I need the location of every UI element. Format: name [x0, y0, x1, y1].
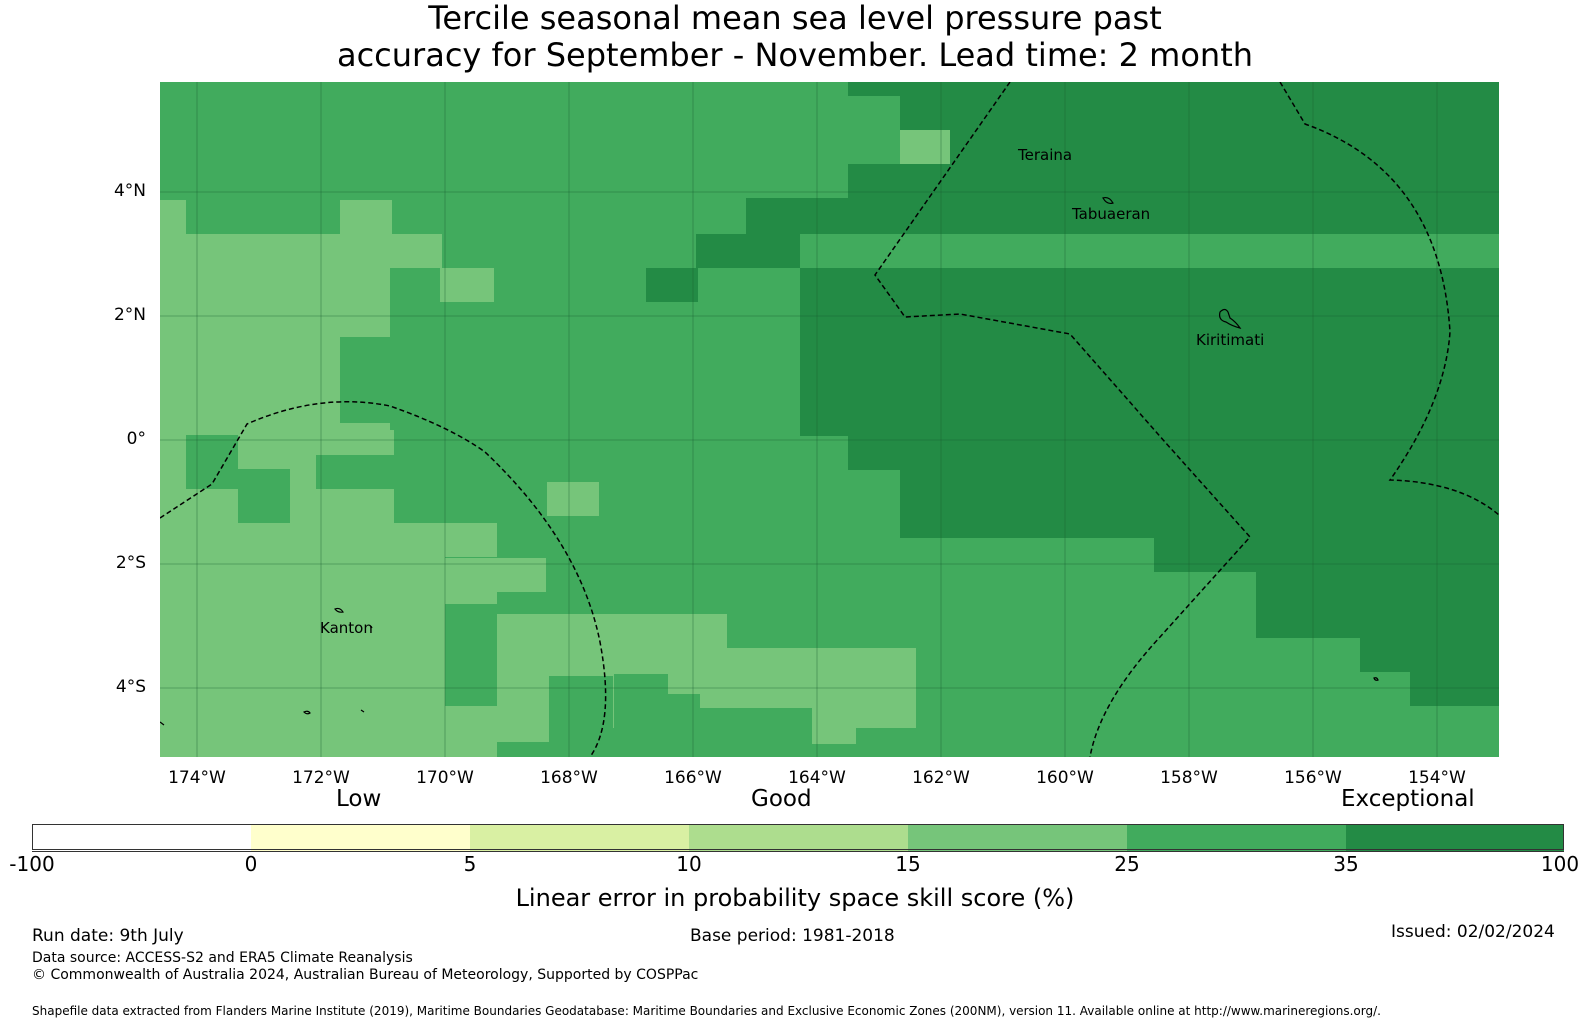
run-date: Run date: 9th July	[32, 926, 184, 946]
legend-category-low: Low	[336, 786, 382, 812]
islands	[160, 196, 1379, 726]
colorbar-segment	[470, 824, 689, 852]
legend-category-good: Good	[751, 786, 812, 812]
place-label-kanton: Kanton	[320, 619, 373, 637]
region-25-35-patches	[186, 234, 902, 757]
colorbar-tick-label: 0	[244, 852, 258, 876]
x-tick-label: 158°W	[1160, 768, 1218, 788]
x-tick-label: 160°W	[1036, 768, 1094, 788]
x-tick-label: 162°W	[912, 768, 970, 788]
place-label-teraina: Teraina	[1018, 146, 1073, 164]
x-tick-label: 172°W	[292, 768, 350, 788]
skill-map	[160, 82, 1499, 757]
base-period: Base period: 1981-2018	[690, 926, 895, 946]
colorbar-segment	[908, 824, 1127, 852]
region-35-100	[646, 82, 1499, 706]
colorbar-frame	[32, 824, 1564, 850]
y-tick-label: 2°N	[113, 305, 146, 325]
region-25-35-inner	[800, 234, 852, 268]
colorbar-tick-label: 25	[1114, 852, 1140, 876]
x-tick-label: 156°W	[1284, 768, 1342, 788]
colorbar-tick-label: 35	[1333, 852, 1359, 876]
shapefile-credit: Shapefile data extracted from Flanders M…	[32, 1004, 1381, 1018]
place-label-kiritimati: Kiritimati	[1196, 331, 1265, 349]
colorbar-tick-label: -100	[9, 852, 55, 876]
region-15-25-top	[440, 130, 952, 682]
y-tick-label: 4°N	[113, 181, 146, 201]
chart-title-line1: Tercile seasonal mean sea level pressure…	[428, 0, 1162, 37]
chart-title-line2: accuracy for September - November. Lead …	[336, 36, 1254, 74]
issued-date: Issued: 02/02/2024	[1391, 922, 1555, 942]
x-tick-label: 164°W	[788, 768, 846, 788]
graticule	[160, 82, 1499, 757]
colorbar-title: Linear error in probability space skill …	[515, 884, 1075, 912]
x-tick-label: 166°W	[664, 768, 722, 788]
data-source: Data source: ACCESS-S2 and ERA5 Climate …	[32, 950, 413, 966]
x-tick-label: 170°W	[416, 768, 474, 788]
x-tick-label: 168°W	[540, 768, 598, 788]
colorbar-tick-label: 100	[1540, 852, 1580, 876]
x-tick-label: 174°W	[168, 768, 226, 788]
y-tick-label: 0°	[126, 429, 146, 449]
colorbar-tick-label: 10	[676, 852, 702, 876]
legend-category-exceptional: Exceptional	[1341, 786, 1475, 812]
eez-boundaries	[160, 82, 1499, 757]
colorbar-tick-label: 15	[895, 852, 921, 876]
y-tick-label: 4°S	[115, 677, 146, 697]
place-label-tabuaeran: Tabuaeran	[1072, 205, 1151, 223]
copyright: © Commonwealth of Australia 2024, Austra…	[32, 967, 699, 983]
y-tick-label: 2°S	[115, 553, 146, 573]
colorbar-tick-label: 5	[463, 852, 477, 876]
x-tick-label: 154°W	[1408, 768, 1466, 788]
